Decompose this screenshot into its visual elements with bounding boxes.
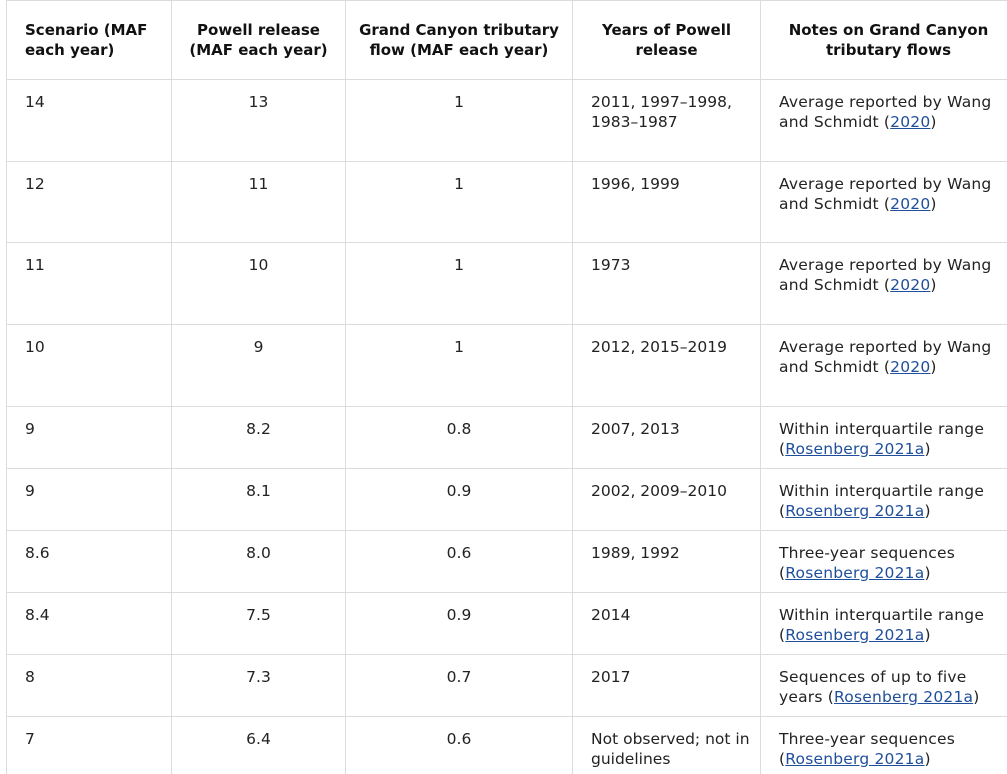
cell-release: 7.3 <box>171 654 346 717</box>
citation-link[interactable]: 2020 <box>890 276 931 294</box>
cell-tributary: 0.6 <box>345 716 573 774</box>
citation-link[interactable]: 2020 <box>890 358 931 376</box>
cell-scenario: 11 <box>6 242 172 325</box>
cell-scenario: 14 <box>6 79 172 162</box>
note-text: Average reported by Wang and Schmidt ( <box>779 93 992 131</box>
note-text: Three-year sequences ( <box>779 544 955 582</box>
cell-release: 9 <box>171 324 346 407</box>
cell-tributary: 0.6 <box>345 530 573 593</box>
header-tributary-flow: Grand Canyon tributary flow (MAF each ye… <box>345 0 573 80</box>
cell-scenario: 8 <box>6 654 172 717</box>
cell-tributary: 1 <box>345 324 573 407</box>
cell-scenario: 10 <box>6 324 172 407</box>
note-text: Average reported by Wang and Schmidt ( <box>779 175 992 213</box>
cell-years: 2017 <box>572 654 761 717</box>
cell-notes: Three-year sequences (Rosenberg 2021a) <box>760 716 1007 774</box>
citation-link[interactable]: 2020 <box>890 113 931 131</box>
cell-scenario: 9 <box>6 406 172 469</box>
note-text: Within interquartile range ( <box>779 420 985 458</box>
cell-notes: Within interquartile range (Rosenberg 20… <box>760 406 1007 469</box>
citation-link[interactable]: Rosenberg 2021a <box>785 626 925 644</box>
cell-years: 2011, 1997–1998, 1983–1987 <box>572 79 761 162</box>
cell-release: 6.4 <box>171 716 346 774</box>
citation-link[interactable]: Rosenberg 2021a <box>834 688 974 706</box>
table-row: 7 6.4 0.6 Not observed; not in guideline… <box>6 716 1007 774</box>
cell-notes: Average reported by Wang and Schmidt (20… <box>760 324 1007 407</box>
header-scenario: Scenario (MAF each year) <box>6 0 172 80</box>
note-close: ) <box>924 440 931 458</box>
cell-scenario: 7 <box>6 716 172 774</box>
note-text: Within interquartile range ( <box>779 482 985 520</box>
note-text: Average reported by Wang and Schmidt ( <box>779 338 992 376</box>
header-years: Years of Powell release <box>572 0 761 80</box>
table-row: 8.6 8.0 0.6 1989, 1992 Three-year sequen… <box>6 530 1007 593</box>
citation-link[interactable]: Rosenberg 2021a <box>785 440 925 458</box>
note-text: Within interquartile range ( <box>779 606 985 644</box>
cell-years: 2007, 2013 <box>572 406 761 469</box>
cell-tributary: 1 <box>345 79 573 162</box>
table-row: 12 11 1 1996, 1999 Average reported by W… <box>6 161 1007 243</box>
cell-years: 1996, 1999 <box>572 161 761 243</box>
cell-notes: Within interquartile range (Rosenberg 20… <box>760 468 1007 531</box>
note-close: ) <box>930 195 937 213</box>
cell-years: 2014 <box>572 592 761 655</box>
table-row: 8 7.3 0.7 2017 Sequences of up to five y… <box>6 654 1007 717</box>
cell-years: Not observed; not in guidelines <box>572 716 761 774</box>
note-text: Average reported by Wang and Schmidt ( <box>779 256 992 294</box>
note-close: ) <box>930 113 937 131</box>
cell-scenario: 9 <box>6 468 172 531</box>
table-row: 8.4 7.5 0.9 2014 Within interquartile ra… <box>6 592 1007 655</box>
cell-notes: Average reported by Wang and Schmidt (20… <box>760 161 1007 243</box>
note-close: ) <box>930 276 937 294</box>
cell-release: 8.2 <box>171 406 346 469</box>
cell-notes: Average reported by Wang and Schmidt (20… <box>760 242 1007 325</box>
cell-tributary: 0.8 <box>345 406 573 469</box>
cell-tributary: 1 <box>345 161 573 243</box>
note-close: ) <box>924 750 931 768</box>
cell-years: 1989, 1992 <box>572 530 761 593</box>
cell-years: 2002, 2009–2010 <box>572 468 761 531</box>
table-row: 11 10 1 1973 Average reported by Wang an… <box>6 242 1007 325</box>
table-row: 9 8.1 0.9 2002, 2009–2010 Within interqu… <box>6 468 1007 531</box>
note-close: ) <box>973 688 980 706</box>
cell-tributary: 1 <box>345 242 573 325</box>
scenario-table: Scenario (MAF each year) Powell release … <box>6 0 1007 774</box>
note-close: ) <box>924 626 931 644</box>
cell-scenario: 8.6 <box>6 530 172 593</box>
table-header-row: Scenario (MAF each year) Powell release … <box>6 0 1007 80</box>
note-close: ) <box>924 502 931 520</box>
cell-years: 1973 <box>572 242 761 325</box>
cell-notes: Sequences of up to five years (Rosenberg… <box>760 654 1007 717</box>
note-text: Three-year sequences ( <box>779 730 955 768</box>
header-notes: Notes on Grand Canyon tributary flows <box>760 0 1007 80</box>
citation-link[interactable]: 2020 <box>890 195 931 213</box>
table-body: 14 13 1 2011, 1997–1998, 1983–1987 Avera… <box>6 79 1007 774</box>
cell-notes: Three-year sequences (Rosenberg 2021a) <box>760 530 1007 593</box>
cell-release: 7.5 <box>171 592 346 655</box>
cell-release: 8.1 <box>171 468 346 531</box>
cell-scenario: 12 <box>6 161 172 243</box>
cell-release: 8.0 <box>171 530 346 593</box>
cell-release: 11 <box>171 161 346 243</box>
cell-release: 13 <box>171 79 346 162</box>
cell-notes: Average reported by Wang and Schmidt (20… <box>760 79 1007 162</box>
header-powell-release: Powell release (MAF each year) <box>171 0 346 80</box>
citation-link[interactable]: Rosenberg 2021a <box>785 750 925 768</box>
cell-tributary: 0.9 <box>345 468 573 531</box>
note-text: Sequences of up to five years ( <box>779 668 967 706</box>
cell-scenario: 8.4 <box>6 592 172 655</box>
cell-tributary: 0.9 <box>345 592 573 655</box>
cell-years: 2012, 2015–2019 <box>572 324 761 407</box>
table-row: 10 9 1 2012, 2015–2019 Average reported … <box>6 324 1007 407</box>
citation-link[interactable]: Rosenberg 2021a <box>785 564 925 582</box>
cell-tributary: 0.7 <box>345 654 573 717</box>
table-row: 9 8.2 0.8 2007, 2013 Within interquartil… <box>6 406 1007 469</box>
cell-notes: Within interquartile range (Rosenberg 20… <box>760 592 1007 655</box>
cell-release: 10 <box>171 242 346 325</box>
note-close: ) <box>930 358 937 376</box>
table-row: 14 13 1 2011, 1997–1998, 1983–1987 Avera… <box>6 79 1007 162</box>
citation-link[interactable]: Rosenberg 2021a <box>785 502 925 520</box>
note-close: ) <box>924 564 931 582</box>
